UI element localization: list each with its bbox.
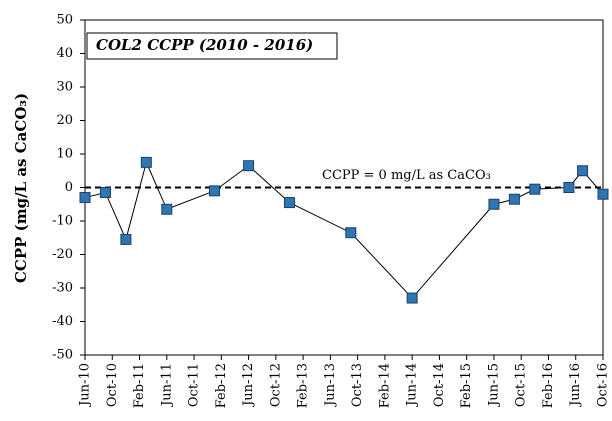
x-tick-label: Jun-14	[405, 363, 420, 408]
x-tick-label: Oct-15	[514, 363, 529, 407]
x-tick-label: Oct-10	[105, 363, 120, 407]
data-point	[345, 227, 357, 239]
data-point	[243, 160, 255, 172]
x-tick-label: Feb-13	[296, 363, 311, 408]
y-tick-label: -20	[52, 247, 73, 262]
x-tick-label: Feb-14	[377, 363, 392, 408]
x-tick-label: Jun-10	[78, 363, 93, 408]
data-point	[99, 187, 111, 199]
y-tick-label: -10	[52, 214, 73, 229]
title-box	[86, 32, 338, 60]
data-point	[283, 197, 295, 209]
y-tick-label: -40	[52, 314, 73, 329]
data-point	[529, 183, 541, 195]
chart-title: COL2 CCPP (2010 - 2016)	[96, 36, 313, 54]
reference-label: CCPP = 0 mg/L as CaCO₃	[322, 168, 491, 183]
data-point	[406, 292, 418, 304]
x-tick-label: Oct-12	[268, 363, 283, 407]
data-point	[597, 188, 609, 200]
x-tick-label: Jun-11	[159, 363, 174, 408]
y-tick-label: 20	[56, 113, 73, 128]
x-tick-label: Feb-15	[459, 363, 474, 408]
series-line	[84, 160, 604, 299]
x-tick-label: Feb-11	[132, 363, 147, 408]
data-point	[577, 165, 589, 177]
data-point	[120, 233, 132, 245]
y-axis-label: CCPP (mg/L as CaCO₃)	[12, 93, 30, 283]
y-tick-label: 0	[65, 180, 73, 195]
x-tick-label: Jun-15	[486, 363, 501, 408]
y-tick-label: 50	[56, 13, 73, 28]
x-tick-label: Feb-12	[214, 363, 229, 408]
x-tick-label: Oct-16	[596, 363, 611, 407]
x-tick-label: Oct-13	[350, 363, 365, 407]
x-tick-label: Oct-11	[187, 363, 202, 407]
y-tick-label: 10	[56, 147, 73, 162]
data-point	[563, 182, 575, 193]
data-point	[140, 156, 152, 168]
data-point	[161, 203, 173, 215]
x-tick-label: Feb-16	[541, 363, 556, 408]
x-tick-label: Jun-13	[323, 363, 338, 408]
x-tick-label: Oct-14	[432, 363, 447, 407]
x-tick-label: Jun-16	[568, 363, 583, 408]
data-point	[209, 185, 220, 197]
y-tick-label: 40	[56, 46, 73, 61]
y-tick-label: -30	[52, 281, 73, 296]
data-point	[79, 192, 91, 204]
y-tick-label: -50	[52, 348, 73, 363]
data-point	[508, 193, 520, 205]
data-point	[488, 198, 500, 210]
y-tick-label: 30	[56, 80, 73, 95]
x-tick-label: Jun-12	[241, 363, 256, 408]
